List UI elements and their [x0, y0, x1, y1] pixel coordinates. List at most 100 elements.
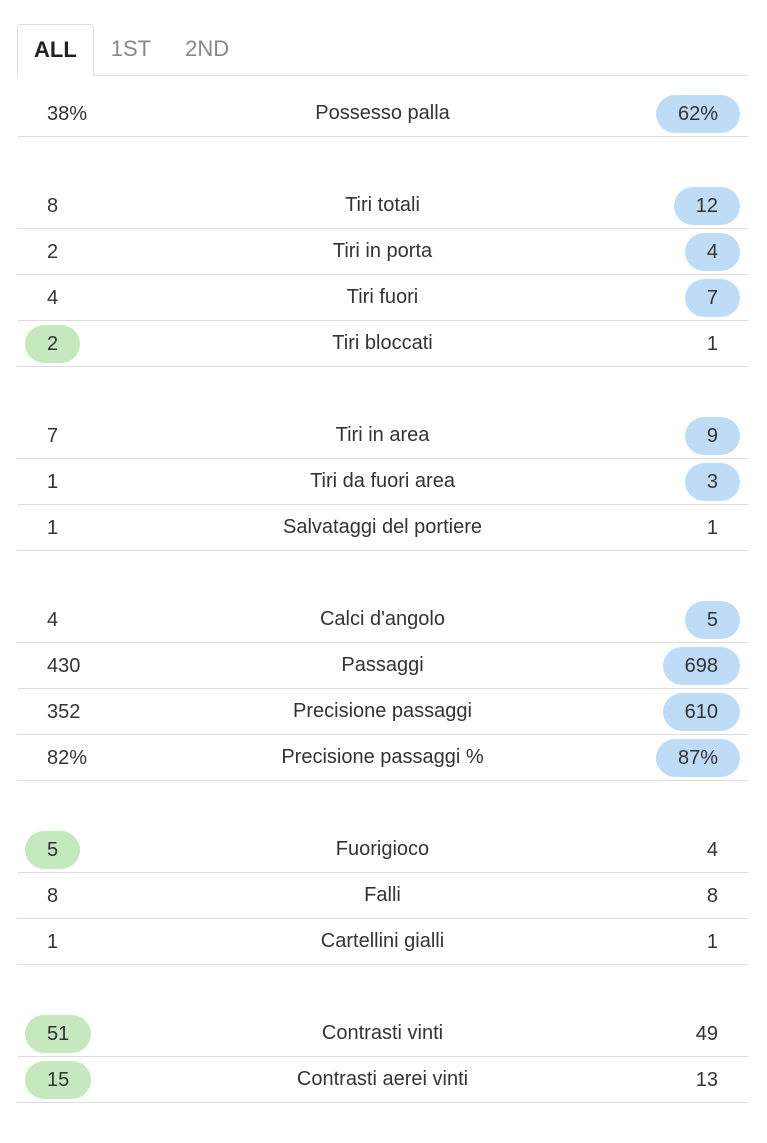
home-value: 1: [47, 470, 59, 493]
stat-label: Fuorigioco: [335, 838, 430, 860]
home-value: 4: [47, 286, 59, 309]
away-cell: 13: [620, 1061, 740, 1099]
home-cell: 4: [25, 279, 145, 317]
home-value: 352: [47, 700, 81, 723]
stats-list: 38% Possesso palla 62% 8 Tiri totali 12 2 Tiri …: [17, 91, 748, 1103]
home-cell: 51: [25, 1014, 145, 1053]
home-cell: 7: [25, 417, 145, 455]
away-cell: 4: [620, 831, 740, 869]
away-cell: 1: [620, 325, 740, 363]
stat-row: 1 Tiri da fuori area 3: [17, 459, 748, 505]
stat-label: Tiri fuori: [346, 286, 419, 308]
stat-group: 5 Fuorigioco 4 8 Falli 8 1 Cartellini gialli 1: [17, 827, 748, 965]
away-value: 9: [684, 416, 740, 455]
stat-row: 5 Fuorigioco 4: [17, 827, 748, 873]
away-value: 5: [684, 600, 740, 639]
stat-label: Tiri da fuori area: [310, 470, 455, 492]
match-stats: ALL 1ST 2ND 38% Possesso palla 62% 8 Tiri tota…: [17, 0, 748, 1103]
away-value: 87%: [655, 738, 740, 777]
stat-group: 8 Tiri totali 12 2 Tiri in porta 4 4 Tiri fuori…: [17, 183, 748, 367]
away-cell: 87%: [620, 738, 740, 777]
away-value: 1: [706, 930, 718, 953]
stat-label: Precisione passaggi %: [281, 746, 484, 768]
home-cell: 15: [25, 1060, 145, 1099]
stat-label: Possesso palla: [315, 102, 450, 124]
away-cell: 1: [620, 923, 740, 961]
away-cell: 12: [620, 186, 740, 225]
home-value: 51: [25, 1014, 92, 1053]
stat-row: 352 Precisione passaggi 610: [17, 689, 748, 735]
home-value: 38%: [47, 102, 88, 125]
stat-label: Contrasti vinti: [321, 1022, 444, 1044]
away-cell: 3: [620, 462, 740, 501]
stat-label: Cartellini gialli: [320, 930, 445, 952]
home-cell: 38%: [25, 95, 145, 133]
home-cell: 8: [25, 187, 145, 225]
away-cell: 8: [620, 877, 740, 915]
period-tab[interactable]: 2ND: [185, 36, 230, 61]
away-value: 12: [673, 186, 740, 225]
home-value: 4: [47, 608, 59, 631]
away-cell: 4: [620, 232, 740, 271]
stat-label: Contrasti aerei vinti: [296, 1068, 469, 1090]
stat-label: Tiri in area: [335, 424, 430, 446]
home-value: 1: [47, 516, 59, 539]
stat-row: 4 Tiri fuori 7: [17, 275, 748, 321]
home-value: 430: [47, 654, 81, 677]
stat-row: 8 Tiri totali 12: [17, 183, 748, 229]
home-cell: 82%: [25, 739, 145, 777]
stat-label: Salvataggi del portiere: [282, 516, 482, 538]
away-cell: 610: [620, 692, 740, 731]
stat-row: 82% Precisione passaggi % 87%: [17, 735, 748, 781]
away-cell: 49: [620, 1015, 740, 1053]
home-value: 82%: [47, 746, 88, 769]
stat-label: Precisione passaggi: [293, 700, 472, 722]
stat-row: 4 Calci d'angolo 5: [17, 597, 748, 643]
home-value: 7: [47, 424, 59, 447]
home-value: 1: [47, 930, 59, 953]
stat-row: 38% Possesso palla 62%: [17, 91, 748, 137]
away-value: 4: [684, 232, 740, 271]
stat-group: 51 Contrasti vinti 49 15 Contrasti aerei vin…: [17, 1011, 748, 1103]
away-cell: 1: [620, 509, 740, 547]
period-tabs: ALL 1ST 2ND: [17, 24, 748, 76]
home-value: 5: [25, 830, 81, 869]
away-value: 1: [706, 516, 718, 539]
home-cell: 2: [25, 324, 145, 363]
stat-row: 2 Tiri bloccati 1: [17, 321, 748, 367]
away-value: 49: [695, 1022, 718, 1045]
home-cell: 1: [25, 463, 145, 501]
stat-row: 7 Tiri in area 9: [17, 413, 748, 459]
away-value: 1: [706, 332, 718, 355]
stat-row: 8 Falli 8: [17, 873, 748, 919]
home-cell: 352: [25, 693, 145, 731]
stat-group: 4 Calci d'angolo 5 430 Passaggi 698 352 Precisi…: [17, 597, 748, 781]
home-cell: 430: [25, 647, 145, 685]
stat-row: 51 Contrasti vinti 49: [17, 1011, 748, 1057]
stat-group: 7 Tiri in area 9 1 Tiri da fuori area 3 1 Salva…: [17, 413, 748, 551]
home-cell: 2: [25, 233, 145, 271]
away-value: 698: [662, 646, 740, 685]
away-value: 7: [684, 278, 740, 317]
stat-label: Tiri totali: [345, 194, 420, 216]
stat-row: 1 Cartellini gialli 1: [17, 919, 748, 965]
stat-label: Tiri in porta: [332, 240, 433, 262]
home-value: 8: [47, 884, 59, 907]
away-value: 3: [684, 462, 740, 501]
away-cell: 7: [620, 278, 740, 317]
stat-row: 1 Salvataggi del portiere 1: [17, 505, 748, 551]
stat-label: Calci d'angolo: [319, 608, 445, 630]
period-tab[interactable]: 1ST: [110, 36, 152, 61]
away-value: 8: [706, 884, 718, 907]
away-value: 4: [706, 838, 718, 861]
stat-label: Tiri bloccati: [332, 332, 433, 354]
stat-row: 2 Tiri in porta 4: [17, 229, 748, 275]
stat-row: 15 Contrasti aerei vinti 13: [17, 1057, 748, 1103]
away-cell: 698: [620, 646, 740, 685]
away-cell: 62%: [620, 94, 740, 133]
home-cell: 1: [25, 923, 145, 961]
away-value: 62%: [655, 94, 740, 133]
period-tab[interactable]: ALL: [17, 24, 94, 76]
